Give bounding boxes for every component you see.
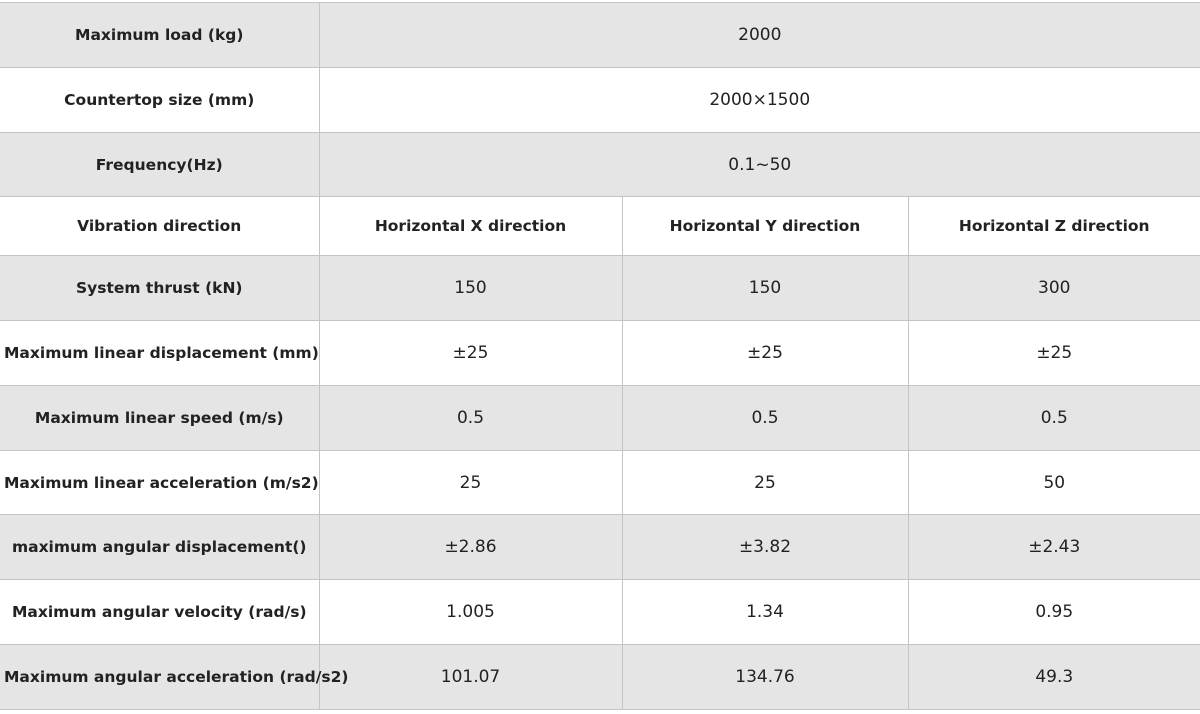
cell: Horizontal X direction [318,196,623,257]
cell: 300 [907,255,1200,321]
row-label: Maximum linear displacement (mm) [0,319,320,386]
cell: 134.76 [621,644,909,710]
table-row: Maximum linear speed (m/s) 0.5 0.5 0.5 [0,384,1200,451]
cell: Horizontal Y direction [621,196,909,257]
cell: 101.07 [318,644,623,710]
cell: ±25 [621,319,909,386]
table-row: Maximum linear displacement (mm) ±25 ±25 ±2… [0,319,1200,386]
cell: ±25 [318,319,623,386]
table-row: Maximum load (kg) 2000 [0,2,1200,68]
row-label: Maximum angular velocity (rad/s) [0,579,320,646]
cell: 0.5 [621,384,909,451]
cell: 1.005 [318,579,623,646]
row-label: Maximum linear speed (m/s) [0,384,320,451]
table-row: Vibration direction Horizontal X directio… [0,196,1200,257]
cell: 25 [621,449,909,516]
row-label: maximum angular displacement() [0,514,320,581]
row-label: Vibration direction [0,196,320,257]
table-row: maximum angular displacement() ±2.86 ±3.82… [0,514,1200,581]
table-row: Countertop size (mm) 2000×1500 [0,66,1200,133]
row-label: Maximum angular acceleration (rad/s2) [0,644,348,710]
table-row: Maximum angular acceleration (rad/s2) 101… [0,644,1200,710]
table-row: System thrust (kN) 150 150 300 [0,255,1200,321]
row-label: Frequency(Hz) [0,131,320,198]
table-row: Maximum angular velocity (rad/s) 1.005 1.3… [0,579,1200,646]
cell: 150 [621,255,909,321]
cell: 2000×1500 [318,66,1200,133]
cell: Horizontal Z direction [907,196,1200,257]
cell: 25 [318,449,623,516]
cell: ±25 [907,319,1200,386]
cell: 50 [907,449,1200,516]
row-label: System thrust (kN) [0,255,320,321]
row-label: Countertop size (mm) [0,66,320,133]
cell: ±3.82 [621,514,909,581]
cell: 1.34 [621,579,909,646]
cell: 2000 [318,2,1200,68]
cell: 0.5 [907,384,1200,451]
cell: 0.95 [907,579,1200,646]
table-row: Maximum linear acceleration (m/s2) 25 25 50 [0,449,1200,516]
cell: ±2.86 [318,514,623,581]
row-label: Maximum linear acceleration (m/s2) [0,449,320,516]
cell: 0.1~50 [318,131,1200,198]
cell: 0.5 [318,384,623,451]
row-label: Maximum load (kg) [0,2,320,68]
cell: 150 [318,255,623,321]
cell: 49.3 [907,644,1200,710]
table-row: Frequency(Hz) 0.1~50 [0,131,1200,198]
cell: ±2.43 [907,514,1200,581]
